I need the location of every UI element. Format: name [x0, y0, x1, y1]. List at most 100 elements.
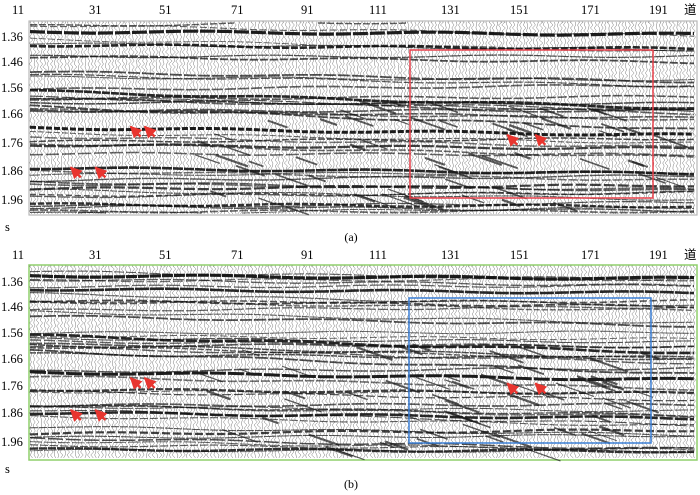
panel-a-caption: (a)	[344, 230, 357, 244]
trace-axis-label: 道	[684, 248, 697, 262]
reflector-event	[29, 29, 695, 37]
reflector-event	[29, 42, 695, 52]
trace-tick: 151	[510, 248, 529, 262]
trace-tick: 151	[510, 3, 529, 17]
dipping-event	[468, 152, 503, 167]
panel-a-arrows	[69, 125, 548, 180]
red-arrow-marker	[129, 125, 143, 139]
dipping-event	[415, 376, 450, 390]
reflector-event	[29, 390, 695, 395]
reflector-event	[29, 428, 695, 436]
dipping-event	[248, 160, 264, 168]
dipping-event	[541, 117, 572, 130]
panel-b-caption: (b)	[344, 477, 358, 491]
reflector-event	[29, 287, 695, 295]
dipping-event	[585, 429, 617, 442]
panel-b-trace-ticks: 11 31 51 71 91 111 131 151 171 191 道	[12, 248, 697, 262]
dipping-event	[553, 201, 578, 213]
reflector-event	[29, 37, 695, 52]
trace-tick: 131	[441, 248, 460, 262]
reflector-event	[29, 25, 695, 37]
time-tick: 1.86	[1, 406, 23, 420]
dipping-event	[444, 399, 480, 414]
dipping-event	[238, 368, 254, 375]
dipping-event	[412, 343, 431, 352]
dipping-event	[242, 349, 260, 357]
trace-tick: 31	[89, 248, 102, 262]
red-arrow-marker	[534, 133, 548, 147]
time-tick: 1.36	[1, 30, 23, 44]
reflector-event	[30, 54, 695, 59]
dipping-event	[602, 380, 625, 391]
dipping-event	[490, 364, 514, 374]
reflector-event	[30, 75, 695, 82]
time-unit: s	[5, 462, 10, 476]
trace-tick: 91	[301, 248, 314, 262]
reflector-event	[30, 402, 695, 408]
reflector-event	[29, 299, 695, 305]
trace-tick: 71	[231, 3, 244, 17]
red-arrow-marker	[506, 133, 520, 147]
panel-b-time-ticks: 1.36 1.46 1.56 1.66 1.76 1.86 1.96 s	[1, 275, 23, 476]
dipping-event	[590, 375, 608, 384]
reflector-event	[29, 183, 695, 191]
trace-tick: 51	[159, 248, 172, 262]
dipping-event	[356, 346, 393, 361]
reflector-event	[29, 390, 695, 402]
panel-a-trace-ticks: 11 31 51 71 91 111 131 151 171 191 道	[12, 3, 697, 17]
dipping-event	[394, 118, 410, 125]
time-tick: 1.76	[1, 379, 23, 393]
reflector-event	[29, 190, 695, 197]
reflector-event	[29, 100, 695, 106]
dipping-event	[194, 154, 221, 165]
trace-axis-label: 道	[684, 3, 697, 17]
panel-b-seismic-section	[28, 265, 697, 462]
dipping-event	[379, 441, 395, 448]
dipping-event	[206, 389, 231, 401]
dipping-event	[600, 122, 625, 133]
reflector-event	[30, 342, 695, 349]
dipping-event	[462, 423, 501, 439]
reflector-event	[29, 137, 695, 143]
dipping-event	[577, 377, 616, 392]
red-arrow-marker	[506, 382, 520, 396]
reflector-event	[30, 151, 695, 157]
trace-tick: 111	[369, 248, 387, 262]
time-tick: 1.36	[1, 275, 23, 289]
dipping-event	[267, 119, 288, 129]
reflector-event	[29, 55, 695, 65]
reflector-event	[29, 436, 695, 449]
reflector-event	[29, 169, 695, 181]
dipping-event	[210, 190, 227, 198]
dipping-event	[623, 126, 641, 135]
trace-tick: 191	[649, 3, 668, 17]
dipping-event	[308, 174, 327, 183]
dipping-event	[493, 186, 527, 200]
dipping-event	[539, 107, 564, 118]
panel-b-highlight-box	[408, 297, 652, 444]
reflector-event	[29, 143, 695, 151]
time-tick: 1.76	[1, 136, 23, 150]
reflector-event	[29, 330, 694, 335]
reflector-event	[29, 305, 695, 312]
dipping-event	[655, 176, 686, 189]
dipping-event	[425, 100, 459, 114]
reflector-event	[29, 310, 694, 324]
reflector-event	[30, 292, 694, 307]
trace-tick: 31	[89, 3, 102, 17]
dipping-event	[576, 375, 608, 388]
dipping-event	[517, 364, 545, 376]
reflector-event	[30, 411, 695, 421]
dipping-event	[274, 202, 310, 216]
dipping-event	[220, 144, 251, 156]
time-tick: 1.56	[1, 326, 23, 340]
red-arrow-marker	[94, 166, 108, 180]
reflector-event	[30, 277, 695, 283]
dipping-event	[638, 172, 666, 184]
dipping-event	[445, 178, 472, 190]
dipping-event	[325, 445, 353, 458]
dipping-event	[403, 196, 434, 210]
dipping-event	[588, 356, 629, 373]
time-tick: 1.66	[1, 352, 23, 366]
reflector-event	[29, 334, 695, 341]
